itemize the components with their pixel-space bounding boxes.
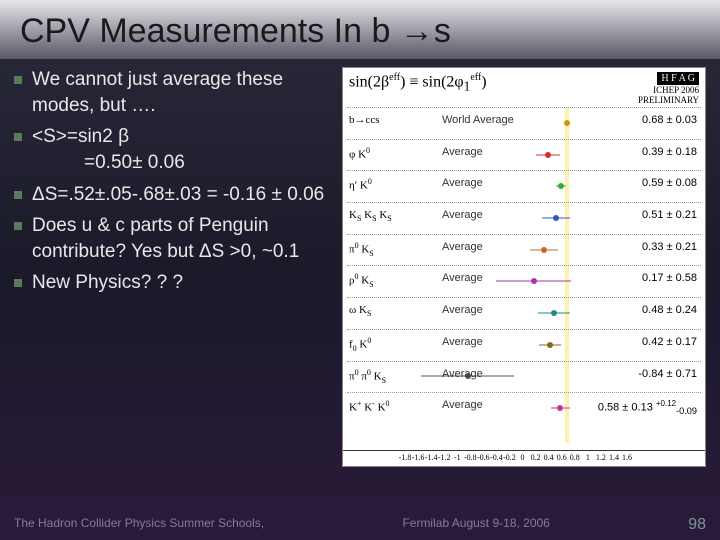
row-value: 0.17 ± 0.58 — [642, 272, 697, 284]
row-value: 0.51 ± 0.21 — [642, 209, 697, 221]
axis-tick: -1.2 — [438, 453, 451, 462]
row-average-label: World Average — [442, 114, 514, 126]
row-label: ω KS — [349, 304, 371, 318]
bullet-item: Does u & c parts of Penguin contribute? … — [32, 213, 332, 264]
row-average-label: Average — [442, 272, 483, 284]
chart-row: π0 π0 KS Average -0.84 ± 0.71 — [347, 361, 701, 393]
bullet-item: ΔS=.52±.05-.68±.03 = -0.16 ± 0.06 — [32, 182, 332, 208]
footer-left: The Hadron Collider Physics Summer Schoo… — [14, 516, 264, 534]
row-label: η′ K0 — [349, 177, 372, 192]
row-value: 0.59 ± 0.08 — [642, 177, 697, 189]
axis-tick: -1.4 — [425, 453, 438, 462]
axis-tick: -0.2 — [503, 453, 516, 462]
axis-tick: -1.8 — [399, 453, 412, 462]
row-label: f0 K0 — [349, 336, 371, 353]
chart-row: φ K0 Average 0.39 ± 0.18 — [347, 139, 701, 171]
page-number: 98 — [688, 516, 706, 534]
bullet-list-container: We cannot just average these modes, but … — [14, 67, 332, 467]
row-label: φ K0 — [349, 146, 370, 161]
axis-tick: 1 — [586, 453, 590, 462]
chart-row: ω KS Average 0.48 ± 0.24 — [347, 297, 701, 329]
row-average-label: Average — [442, 209, 483, 221]
bullet-item: We cannot just average these modes, but … — [32, 67, 332, 118]
chart-row: K+ K- K0 Average 0.58 ± 0.13 +0.12-0.09 — [347, 392, 701, 424]
chart-row: b→ccs World Average 0.68 ± 0.03 — [347, 107, 701, 139]
row-label: K+ K- K0 — [349, 399, 390, 414]
slide-title: CPV Measurements In b →s — [0, 0, 720, 59]
x-axis: -1.8-1.6-1.4-1.2-1-0.8-0.6-0.4-0.200.20.… — [343, 450, 705, 466]
axis-tick: -0.4 — [490, 453, 503, 462]
axis-tick: 1.4 — [609, 453, 619, 462]
axis-tick: 1.6 — [622, 453, 632, 462]
title-suffix: s — [434, 12, 451, 50]
row-value: 0.58 ± 0.13 +0.12-0.09 — [598, 399, 697, 416]
chart-row: ρ0 KS Average 0.17 ± 0.58 — [347, 265, 701, 297]
row-average-label: Average — [442, 177, 483, 189]
hfag-box: H F A G ICHEP 2006 PRELIMINARY — [638, 72, 699, 105]
row-label: KS KS KS — [349, 209, 392, 223]
chart-rows: b→ccs World Average 0.68 ± 0.03 φ K0 Average… — [343, 107, 705, 443]
row-label: ρ0 KS — [349, 272, 374, 289]
bullet-subline: =0.50± 0.06 — [32, 150, 332, 176]
chart-row: π0 KS Average 0.33 ± 0.21 — [347, 234, 701, 266]
chart-formula: sin(2βeff) ≡ sin(2φ1eff) — [349, 72, 487, 95]
axis-tick: 1.2 — [596, 453, 606, 462]
axis-tick: -0.6 — [477, 453, 490, 462]
row-label: π0 KS — [349, 241, 374, 258]
row-value: -0.84 ± 0.71 — [638, 368, 697, 380]
chart-row: f0 K0 Average 0.42 ± 0.17 — [347, 329, 701, 361]
row-label: π0 π0 KS — [349, 368, 386, 385]
row-value: 0.42 ± 0.17 — [642, 336, 697, 348]
chart-panel: sin(2βeff) ≡ sin(2φ1eff) H F A G ICHEP 2… — [342, 67, 706, 467]
row-average-label: Average — [442, 336, 483, 348]
chart-row: η′ K0 Average 0.59 ± 0.08 — [347, 170, 701, 202]
title-prefix: CPV Measurements In b — [20, 12, 400, 50]
row-average-label: Average — [442, 146, 483, 158]
row-value: 0.33 ± 0.21 — [642, 241, 697, 253]
chart-header: sin(2βeff) ≡ sin(2φ1eff) H F A G ICHEP 2… — [343, 68, 705, 107]
hfag-label: H F A G — [657, 72, 699, 85]
content-area: We cannot just average these modes, but … — [0, 59, 720, 467]
axis-tick: -1.6 — [412, 453, 425, 462]
axis-tick: -1 — [454, 453, 461, 462]
axis-tick: 0.6 — [557, 453, 567, 462]
axis-tick: 0.2 — [531, 453, 541, 462]
row-average-label: Average — [442, 304, 483, 316]
hfag-status: PRELIMINARY — [638, 95, 699, 105]
title-arrow: → — [400, 12, 434, 50]
axis-tick: 0 — [521, 453, 525, 462]
bullet-item: New Physics? ? ? — [32, 270, 332, 296]
hfag-conference: ICHEP 2006 — [638, 85, 699, 95]
row-average-label: Average — [442, 241, 483, 253]
row-average-label: Average — [442, 368, 483, 380]
row-average-label: Average — [442, 399, 483, 411]
axis-tick: -0.8 — [464, 453, 477, 462]
chart-row: KS KS KS Average 0.51 ± 0.21 — [347, 202, 701, 234]
axis-tick: 0.8 — [570, 453, 580, 462]
row-value: 0.39 ± 0.18 — [642, 146, 697, 158]
axis-tick: 0.4 — [544, 453, 554, 462]
row-value: 0.48 ± 0.24 — [642, 304, 697, 316]
row-label: b→ccs — [349, 114, 380, 126]
bullet-item: <S>=sin2 β=0.50± 0.06 — [32, 124, 332, 175]
row-value: 0.68 ± 0.03 — [642, 114, 697, 126]
bullet-list: We cannot just average these modes, but … — [14, 67, 332, 296]
footer-mid: Fermilab August 9-18, 2006 — [402, 516, 549, 534]
footer: The Hadron Collider Physics Summer Schoo… — [14, 516, 706, 534]
